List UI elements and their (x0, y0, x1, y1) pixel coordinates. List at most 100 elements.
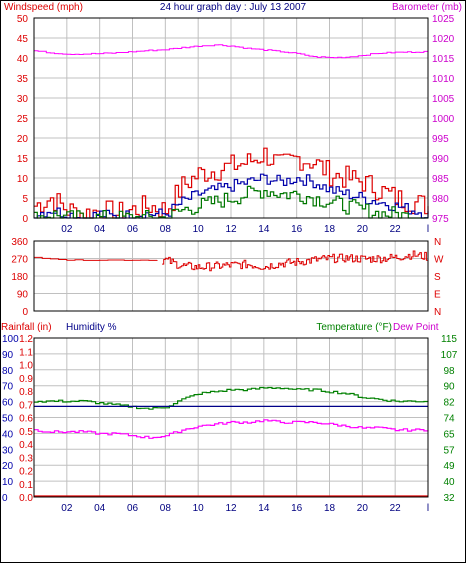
windspeed-tick-label: 45 (17, 34, 29, 45)
x-tick-label: 22 (390, 224, 402, 235)
humidity-tick-label: 80 (2, 366, 14, 377)
compass-tick-label: W (434, 255, 444, 266)
x-tick-label: l (427, 503, 429, 514)
temperature-tick-label: 40 (443, 477, 455, 488)
humidity-tick-label: 10 (2, 477, 14, 488)
temperature-tick-label: 74 (443, 414, 455, 425)
windspeed-tick-label: 35 (17, 74, 29, 85)
humidity-tick-label: 100 (2, 334, 19, 345)
windspeed-tick-label: 10 (17, 174, 29, 185)
x-tick-label: 22 (390, 503, 402, 514)
x-tick-label: 02 (61, 503, 73, 514)
temperature-tick-label: 57 (443, 445, 455, 456)
humidity-tick-label: 0 (2, 493, 8, 504)
x-tick-label: 20 (357, 503, 369, 514)
temperature-tick-label: 98 (443, 366, 455, 377)
barometer-axis-title: Barometer (mb) (392, 2, 462, 13)
barometer-series-line (34, 44, 429, 59)
rainfall-tick-label: 0.5 (19, 427, 33, 438)
barometer-tick-label: 1000 (432, 114, 455, 125)
x-tick-label: 20 (357, 224, 369, 235)
x-tick-label: l (427, 224, 429, 235)
compass-tick-label: E (434, 290, 441, 301)
rainfall-tick-label: 0.0 (19, 493, 33, 504)
rainfall-tick-label: 0.2 (19, 467, 33, 478)
x-tick-label: 18 (324, 503, 336, 514)
direction-tick-label: 0 (22, 307, 28, 318)
barometer-tick-label: 980 (432, 194, 449, 205)
compass-tick-label: S (434, 272, 441, 283)
humidity-tick-label: 60 (2, 398, 14, 409)
x-tick-label: 16 (291, 503, 303, 514)
direction-series-line (34, 256, 158, 261)
x-tick-label: 16 (291, 224, 303, 235)
temperature-tick-label: 49 (443, 461, 455, 472)
rainfall-tick-label: 0.3 (19, 453, 33, 464)
temperature-axis-title: Temperature (°F) (316, 322, 392, 333)
x-tick-label: 04 (94, 224, 106, 235)
rainfall-tick-label: 0.7 (19, 400, 33, 411)
x-tick-label: 14 (258, 224, 270, 235)
windspeed-tick-label: 50 (17, 14, 29, 25)
barometer-tick-label: 1015 (432, 54, 455, 65)
x-tick-label: 06 (127, 224, 139, 235)
temperature-tick-label: 107 (441, 350, 458, 361)
rainfall-tick-label: 0.8 (19, 387, 33, 398)
dewpoint-axis-title: Dew Point (393, 322, 439, 333)
rainfall-tick-label: 1.1 (19, 347, 33, 358)
rainfall-axis-title: Rainfall (in) (1, 322, 52, 333)
x-tick-label: 04 (94, 503, 106, 514)
temperature-panel-frame (33, 337, 429, 498)
direction-tick-label: 270 (11, 255, 28, 266)
temperature-tick-label: 65 (443, 429, 455, 440)
humidity-tick-label: 90 (2, 350, 14, 361)
x-tick-label: 10 (193, 503, 205, 514)
barometer-tick-label: 1010 (432, 74, 455, 85)
barometer-tick-label: 1005 (432, 94, 455, 105)
direction-tick-label: 360 (11, 237, 28, 248)
direction-series-line (162, 250, 429, 272)
windspeed-tick-label: 15 (17, 154, 29, 165)
humidity-tick-label: 50 (2, 414, 14, 425)
x-tick-label: 10 (193, 224, 205, 235)
x-tick-label: 06 (127, 503, 139, 514)
temperature-tick-label: 82 (443, 398, 455, 409)
direction-tick-label: 180 (11, 272, 28, 283)
windspeed-tick-label: 25 (17, 114, 29, 125)
rainfall-tick-label: 0.1 (19, 480, 33, 491)
rainfall-tick-label: 0.9 (19, 374, 33, 385)
wind-panel-frame (33, 17, 429, 219)
rainfall-tick-label: 0.4 (19, 440, 33, 451)
direction-tick-label: 90 (17, 290, 29, 301)
barometer-tick-label: 995 (432, 134, 449, 145)
dewpoint-series-line (34, 419, 429, 439)
x-tick-label: 12 (225, 224, 237, 235)
humidity-tick-label: 30 (2, 445, 14, 456)
temperature-tick-label: 32 (443, 493, 455, 504)
graph-title: 24 hour graph day : July 13 2007 (160, 2, 307, 13)
barometer-tick-label: 975 (432, 214, 449, 225)
barometer-tick-label: 985 (432, 174, 449, 185)
humidity-tick-label: 70 (2, 382, 14, 393)
windspeed-tick-label: 20 (17, 134, 29, 145)
temperature-tick-label: 90 (443, 382, 455, 393)
x-tick-label: 12 (225, 503, 237, 514)
x-tick-label: 08 (160, 503, 172, 514)
barometer-tick-label: 990 (432, 154, 449, 165)
windspeed-tick-label: 5 (22, 194, 28, 205)
humidity-tick-label: 20 (2, 461, 14, 472)
x-tick-label: 02 (61, 224, 73, 235)
humidity-tick-label: 40 (2, 429, 14, 440)
x-tick-label: 14 (258, 503, 270, 514)
windspeed-tick-label: 30 (17, 94, 29, 105)
rainfall-tick-label: 0.6 (19, 414, 33, 425)
temperature-series-line (34, 386, 429, 410)
x-tick-label: 18 (324, 224, 336, 235)
windspeed-tick-label: 40 (17, 54, 29, 65)
windspeed-tick-label: 0 (22, 214, 28, 225)
rainfall-tick-label: 1.2 (19, 334, 33, 345)
humidity-axis-title: Humidity % (66, 322, 117, 333)
temperature-tick-label: 115 (441, 334, 457, 345)
